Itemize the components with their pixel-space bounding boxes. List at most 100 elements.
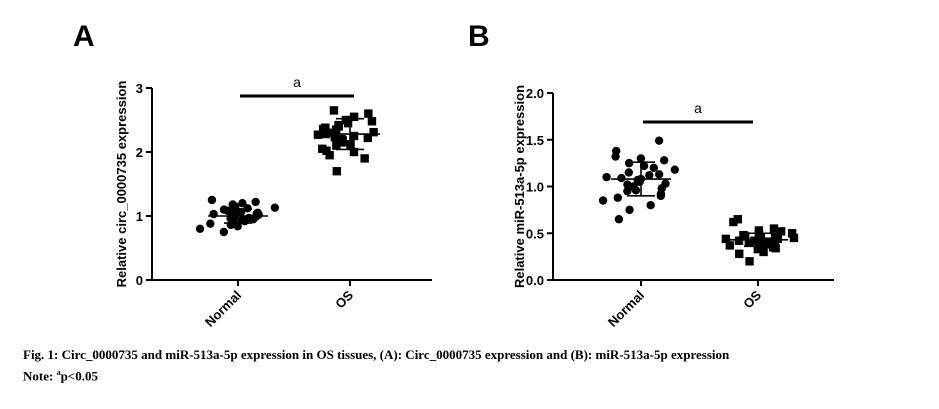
- data-point: [771, 244, 780, 253]
- data-point: [631, 186, 641, 195]
- data-point: [617, 173, 626, 183]
- data-point: [332, 141, 341, 150]
- data-point: [744, 238, 754, 247]
- caption-note-prefix: Note:: [23, 368, 57, 384]
- data-point: [329, 106, 339, 115]
- x-tick-label: Normal: [605, 288, 647, 330]
- y-tick-label: 2.0: [526, 86, 544, 101]
- data-point: [645, 171, 654, 180]
- data-point: [773, 234, 782, 244]
- data-point: [240, 216, 249, 226]
- data-point: [787, 229, 797, 238]
- panel-label: A: [73, 20, 95, 53]
- y-tick-label: 0.5: [526, 226, 544, 241]
- data-point: [656, 191, 666, 201]
- data-point: [624, 158, 634, 168]
- y-tick-label: 1.0: [526, 180, 544, 195]
- x-tick-label: OS: [332, 287, 356, 311]
- data-point: [721, 234, 731, 244]
- data-point: [331, 125, 341, 134]
- panel-label: B: [468, 20, 490, 53]
- data-point: [349, 131, 359, 141]
- data-point: [363, 133, 372, 143]
- y-tick-label: 0.0: [526, 273, 544, 288]
- data-point: [332, 167, 341, 176]
- data-point: [733, 215, 742, 224]
- data-point: [761, 240, 770, 249]
- figure-caption: Fig. 1: Circ_0000735 and miR-513a-5p exp…: [23, 346, 933, 385]
- data-point: [207, 195, 217, 205]
- significance-label: a: [293, 74, 301, 90]
- y-tick-label: 0: [136, 273, 143, 288]
- y-tick-label: 1.5: [526, 133, 544, 148]
- data-point: [219, 227, 229, 237]
- data-point: [209, 209, 218, 219]
- data-point: [769, 224, 779, 233]
- significance-label: a: [694, 100, 702, 116]
- data-point: [270, 203, 280, 212]
- data-point: [625, 205, 634, 215]
- data-point: [343, 119, 353, 128]
- data-point: [776, 227, 786, 236]
- data-point: [740, 231, 750, 241]
- data-point: [753, 244, 763, 254]
- data-point: [734, 236, 744, 245]
- caption-title: Fig. 1: Circ_0000735 and miR-513a-5p exp…: [23, 347, 730, 362]
- data-point: [367, 117, 377, 126]
- y-axis-title: Relative circ_0000735 expression: [114, 81, 129, 288]
- y-tick-label: 1: [136, 209, 143, 224]
- x-tick-label: Normal: [202, 288, 244, 330]
- data-point: [613, 193, 623, 202]
- data-point: [789, 233, 799, 243]
- data-point: [725, 241, 735, 250]
- data-point: [623, 186, 632, 196]
- data-point: [313, 130, 323, 139]
- data-point: [639, 161, 649, 171]
- data-point: [349, 112, 359, 121]
- data-point: [325, 151, 334, 160]
- data-point: [233, 222, 242, 231]
- data-point: [623, 180, 632, 189]
- caption-note-rest: p<0.05: [60, 368, 98, 384]
- data-point: [654, 170, 664, 179]
- data-point: [759, 247, 768, 257]
- x-tick-label: OS: [740, 287, 764, 311]
- y-tick-label: 2: [136, 145, 143, 160]
- caption-note: Note: ap<0.05: [23, 364, 933, 385]
- data-point: [624, 168, 634, 177]
- y-tick-label: 3: [136, 81, 143, 96]
- data-point: [659, 156, 669, 165]
- data-point: [598, 196, 608, 205]
- data-point: [614, 215, 624, 224]
- data-point: [195, 224, 205, 233]
- data-point: [611, 152, 620, 161]
- data-point: [322, 146, 331, 155]
- panel-a: A 0 1 2 3 Relative circ_0000735 expression Nor…: [73, 20, 432, 330]
- data-point: [330, 133, 339, 142]
- data-point: [349, 147, 359, 157]
- data-point: [360, 154, 369, 163]
- data-point: [670, 165, 680, 174]
- data-point: [735, 249, 744, 259]
- data-point: [364, 109, 373, 118]
- data-point: [654, 136, 664, 145]
- caption-note-sup: a: [56, 368, 61, 377]
- data-point: [236, 207, 246, 217]
- data-point: [318, 144, 327, 153]
- data-point: [636, 154, 646, 163]
- data-point: [238, 199, 247, 208]
- data-point: [251, 197, 260, 207]
- data-point: [318, 124, 328, 134]
- data-point: [729, 217, 738, 227]
- data-point: [206, 219, 215, 228]
- data-point: [646, 201, 655, 210]
- y-axis-title: Relative miR-513a-5p expression: [512, 85, 527, 288]
- data-point: [338, 138, 347, 147]
- data-point: [602, 172, 611, 182]
- data-point: [369, 127, 378, 137]
- data-point: [745, 257, 754, 266]
- data-point: [649, 163, 658, 172]
- data-point: [249, 215, 258, 224]
